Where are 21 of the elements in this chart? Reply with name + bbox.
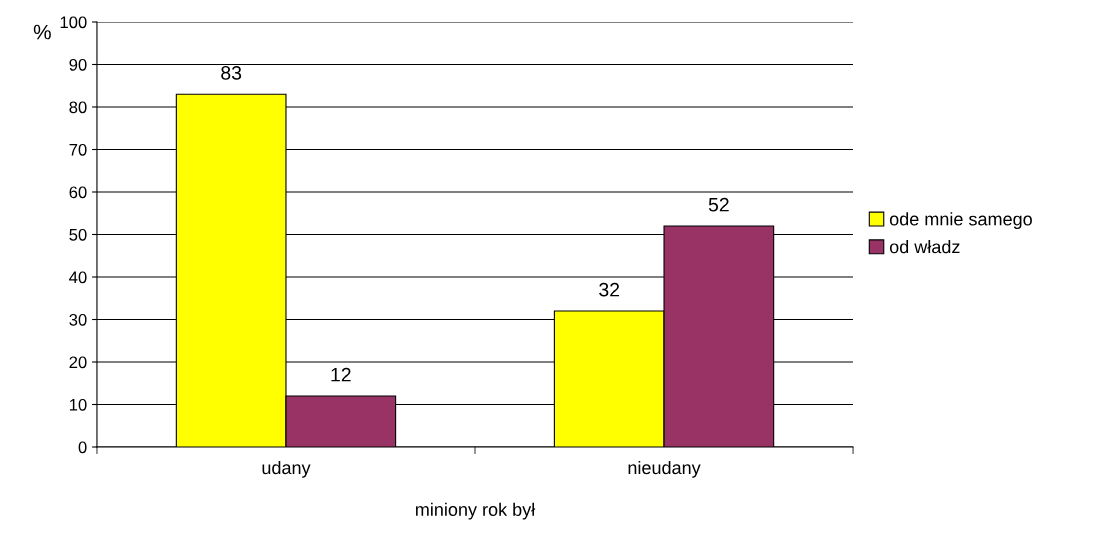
data-label: 32: [599, 282, 620, 297]
y-tick-label: 40: [69, 271, 87, 284]
y-tick-label: 0: [78, 441, 87, 454]
y-tick-label: 30: [69, 313, 87, 326]
y-tick-label: 90: [69, 58, 87, 71]
y-tick-label: 20: [69, 356, 87, 369]
data-label: 12: [331, 367, 351, 382]
data-label: 52: [708, 197, 729, 212]
x-tick-label: nieudany: [628, 460, 701, 478]
legend-label: ode mnie samego: [889, 212, 1032, 230]
x-axis-title: miniony rok był: [416, 502, 536, 520]
y-axis-title: %: [33, 24, 51, 40]
y-tick-label: 70: [69, 143, 87, 156]
y-tick-label: 60: [69, 186, 87, 199]
y-tick-label: 100: [60, 16, 87, 29]
y-tick-label: 10: [69, 398, 87, 411]
legend-label: od władz: [889, 240, 960, 254]
y-tick-label: 50: [69, 228, 87, 241]
x-tick-label: udany: [262, 460, 311, 478]
data-label: 83: [221, 66, 242, 80]
y-tick-label: 80: [69, 101, 87, 114]
